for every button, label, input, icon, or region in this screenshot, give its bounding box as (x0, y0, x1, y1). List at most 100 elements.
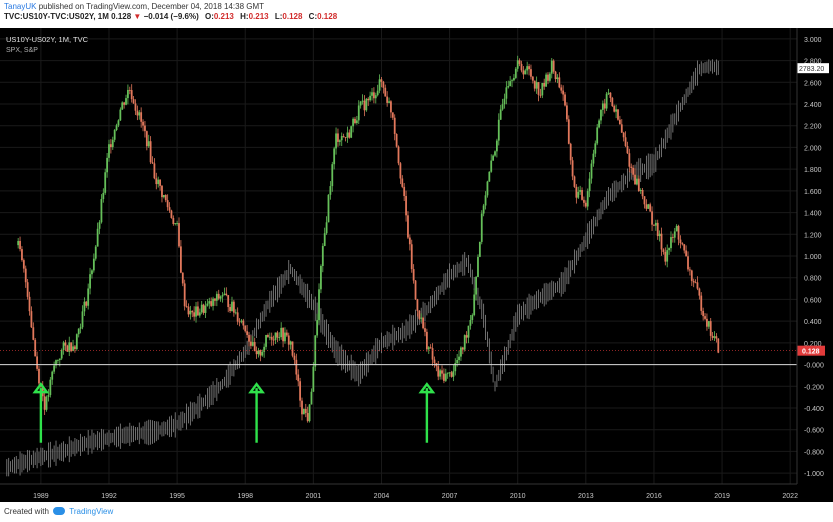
spread-candle-body (265, 334, 267, 347)
spread-candle-body (450, 372, 453, 377)
spread-candle-body (204, 305, 207, 313)
spread-candle-body (637, 178, 640, 192)
x-tick-label: 1992 (101, 493, 117, 500)
spread-candle-body (195, 306, 197, 317)
spread-candle-body (590, 163, 593, 179)
spread-candle-body (371, 92, 373, 96)
spread-candle-body (240, 320, 243, 322)
spread-candle-body (70, 342, 73, 352)
spread-candle-body (217, 293, 220, 299)
annotation-arrow-head (418, 382, 436, 394)
spread-candle-body (111, 139, 114, 148)
spread-candle-body (698, 288, 701, 296)
spread-candle-body (486, 181, 489, 196)
spread-candle-body (713, 336, 716, 338)
spread-candle-body (170, 210, 173, 218)
spread-candle-body (541, 82, 544, 96)
spread-candle-body (136, 110, 139, 116)
spread-candle-body (418, 310, 421, 319)
spread-candle-body (700, 295, 703, 311)
spread-candle-body (166, 200, 169, 208)
spread-candle-body (183, 283, 186, 307)
spread-candle-body (454, 363, 457, 372)
spread-candle-body (577, 191, 580, 198)
spread-candle-body (628, 153, 631, 167)
spread-candle-body (130, 90, 133, 100)
spread-candle-body (60, 350, 63, 359)
spread-candle-body (414, 280, 417, 300)
spread-candle-body (348, 132, 351, 138)
spread-candle-body (452, 371, 455, 377)
spread-candle-body (225, 293, 228, 296)
spread-candle-body (386, 96, 389, 103)
spread-candle-body (338, 140, 341, 142)
spread-candle-body (64, 342, 67, 346)
spread-candle-body (513, 77, 515, 81)
close-value: 0.128 (317, 12, 338, 21)
spread-candle-body (127, 89, 129, 99)
spread-candle-body (244, 325, 247, 332)
spread-candle-body (257, 350, 260, 355)
spread-candle-body (344, 137, 347, 138)
spread-candle-body (473, 294, 476, 316)
spread-candle-body (168, 207, 171, 211)
author-link[interactable]: TanayUK (4, 2, 37, 11)
y-tick-label: 0.400 (804, 319, 822, 326)
legend-spread: US10Y-US02Y, 1M, TVC (6, 35, 89, 44)
spread-candle-body (123, 102, 126, 105)
spread-candle-body (704, 316, 706, 319)
spread-candle-body (369, 95, 372, 101)
spread-candle-body (692, 280, 695, 283)
spread-candle-body (530, 69, 532, 77)
spread-candle-body (354, 118, 356, 124)
spread-candle-body (624, 137, 627, 146)
spread-candle-body (142, 121, 144, 126)
annotation-arrow-head (248, 382, 265, 394)
tradingview-brand[interactable]: TradingView (69, 507, 114, 516)
y-tick-label: 2.000 (804, 145, 822, 152)
spread-candle-body (297, 374, 300, 382)
spread-candle-body (632, 167, 635, 175)
spread-candle-body (327, 194, 330, 223)
spread-candle-body (251, 342, 254, 346)
high-label: H: (240, 12, 249, 21)
spread-candle-body (47, 395, 50, 397)
spread-candle-body (19, 241, 21, 250)
chart-svg[interactable]: US10Y-US02Y, 1M, TVC SPX, S&P 3.000 2.800 2.… (0, 28, 833, 502)
spread-candle-body (200, 304, 203, 313)
spread-candle-body (289, 341, 292, 345)
spread-candle-body (571, 160, 574, 177)
spread-candle-body (232, 301, 235, 313)
spread-candle-body (539, 94, 542, 96)
spread-candle-body (422, 317, 424, 329)
spread-candle-body (58, 358, 61, 361)
spread-candle-body (461, 347, 464, 350)
spread-candle-body (497, 119, 500, 141)
y-tick-label: -1.000 (804, 471, 824, 478)
chart-area[interactable]: US10Y-US02Y, 1M, TVC SPX, S&P 3.000 2.800 2.… (0, 28, 833, 502)
spread-candle-body (499, 109, 502, 120)
spread-candle-body (393, 117, 396, 134)
spread-candle-body (649, 204, 652, 212)
spread-candle-body (335, 133, 337, 149)
spread-candle-body (325, 222, 328, 234)
spread-candle-body (465, 335, 468, 338)
spread-candle-body (299, 381, 302, 401)
spread-candle-body (189, 310, 192, 315)
spread-candle-body (320, 265, 322, 290)
header-bar: TanayUK published on TradingView.com, De… (0, 0, 833, 28)
spread-candle-body (603, 103, 606, 109)
spread-candle-body (460, 347, 462, 357)
spread-candle-body (456, 360, 459, 364)
spread-candle-body (611, 97, 614, 107)
y-tick-label: 1.000 (804, 254, 822, 261)
spread-candle-body (312, 366, 315, 392)
x-tick-label: 2022 (782, 493, 798, 500)
spread-candle-body (639, 189, 642, 192)
spread-candle-body (267, 334, 269, 337)
spread-candle-body (410, 244, 413, 270)
spread-candle-body (108, 144, 110, 158)
footer-credit: Created with TradingView (4, 507, 113, 516)
spread-candle-body (346, 132, 349, 138)
